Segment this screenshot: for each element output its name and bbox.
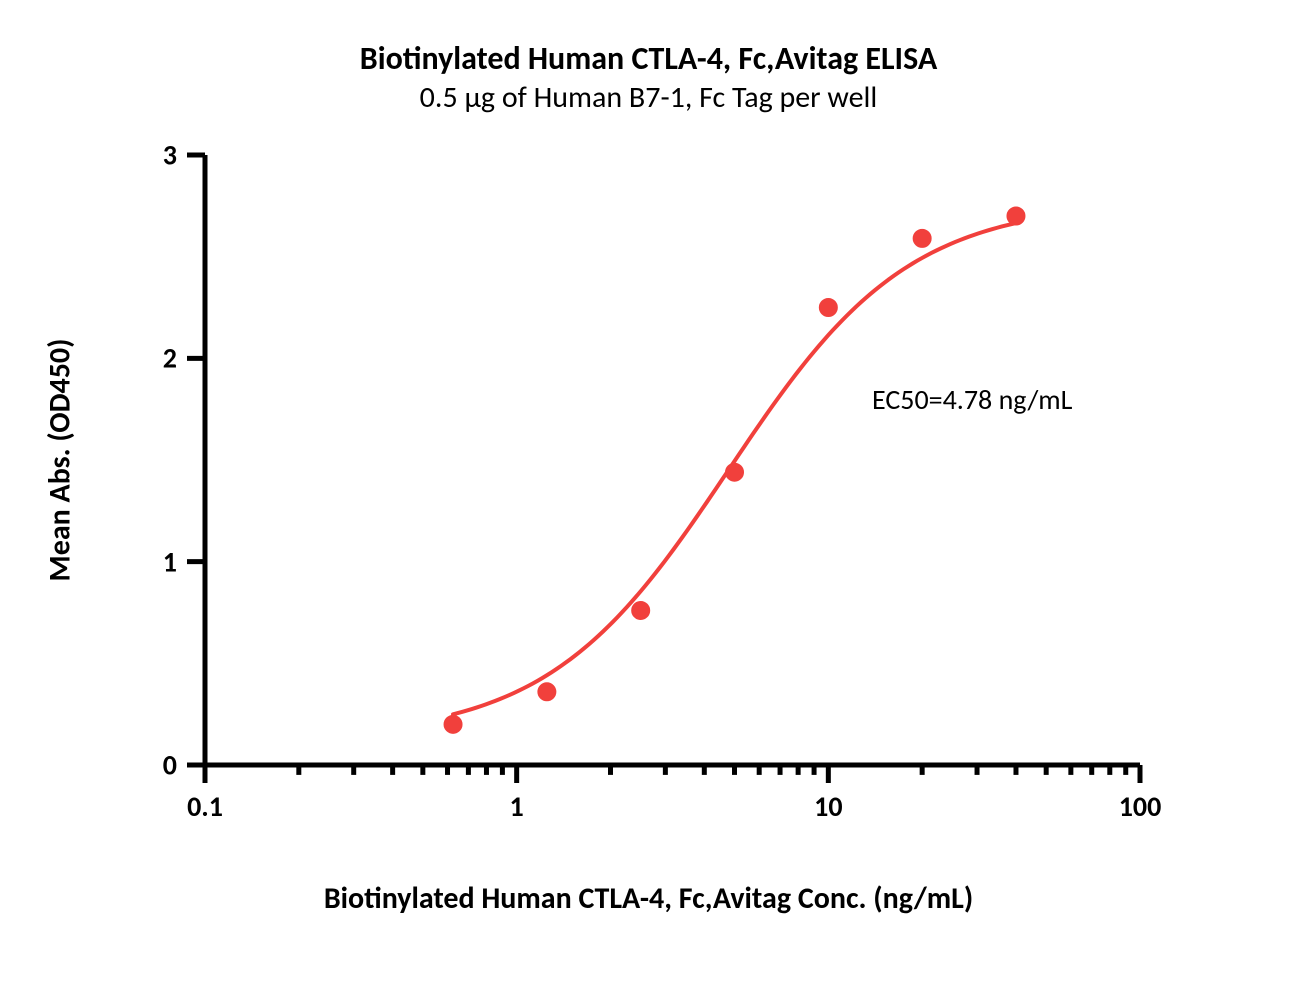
tick-label: 1 <box>510 789 524 824</box>
chart-svg <box>205 155 1140 765</box>
ec50-annotation: EC50=4.78 ng/mL <box>872 382 1072 417</box>
chart-title-block: Biotinylated Human CTLA-4, Fc,Avitag ELI… <box>0 40 1297 116</box>
plot-area <box>205 155 1140 765</box>
chart-title: Biotinylated Human CTLA-4, Fc,Avitag ELI… <box>0 40 1297 78</box>
tick-label: 3 <box>163 138 177 173</box>
chart-subtitle: 0.5 μg of Human B7-1, Fc Tag per well <box>0 80 1297 116</box>
tick-label: 0.1 <box>187 789 223 824</box>
tick-label: 2 <box>163 341 177 376</box>
y-axis-label: Mean Abs. (OD450) <box>42 339 79 582</box>
x-axis-label: Biotinylated Human CTLA-4, Fc,Avitag Con… <box>0 880 1297 917</box>
tick-label: 0 <box>163 748 177 783</box>
tick-label: 10 <box>814 789 842 824</box>
chart-container: Biotinylated Human CTLA-4, Fc,Avitag ELI… <box>0 0 1297 981</box>
tick-label: 100 <box>1119 789 1162 824</box>
tick-label: 1 <box>163 544 177 579</box>
